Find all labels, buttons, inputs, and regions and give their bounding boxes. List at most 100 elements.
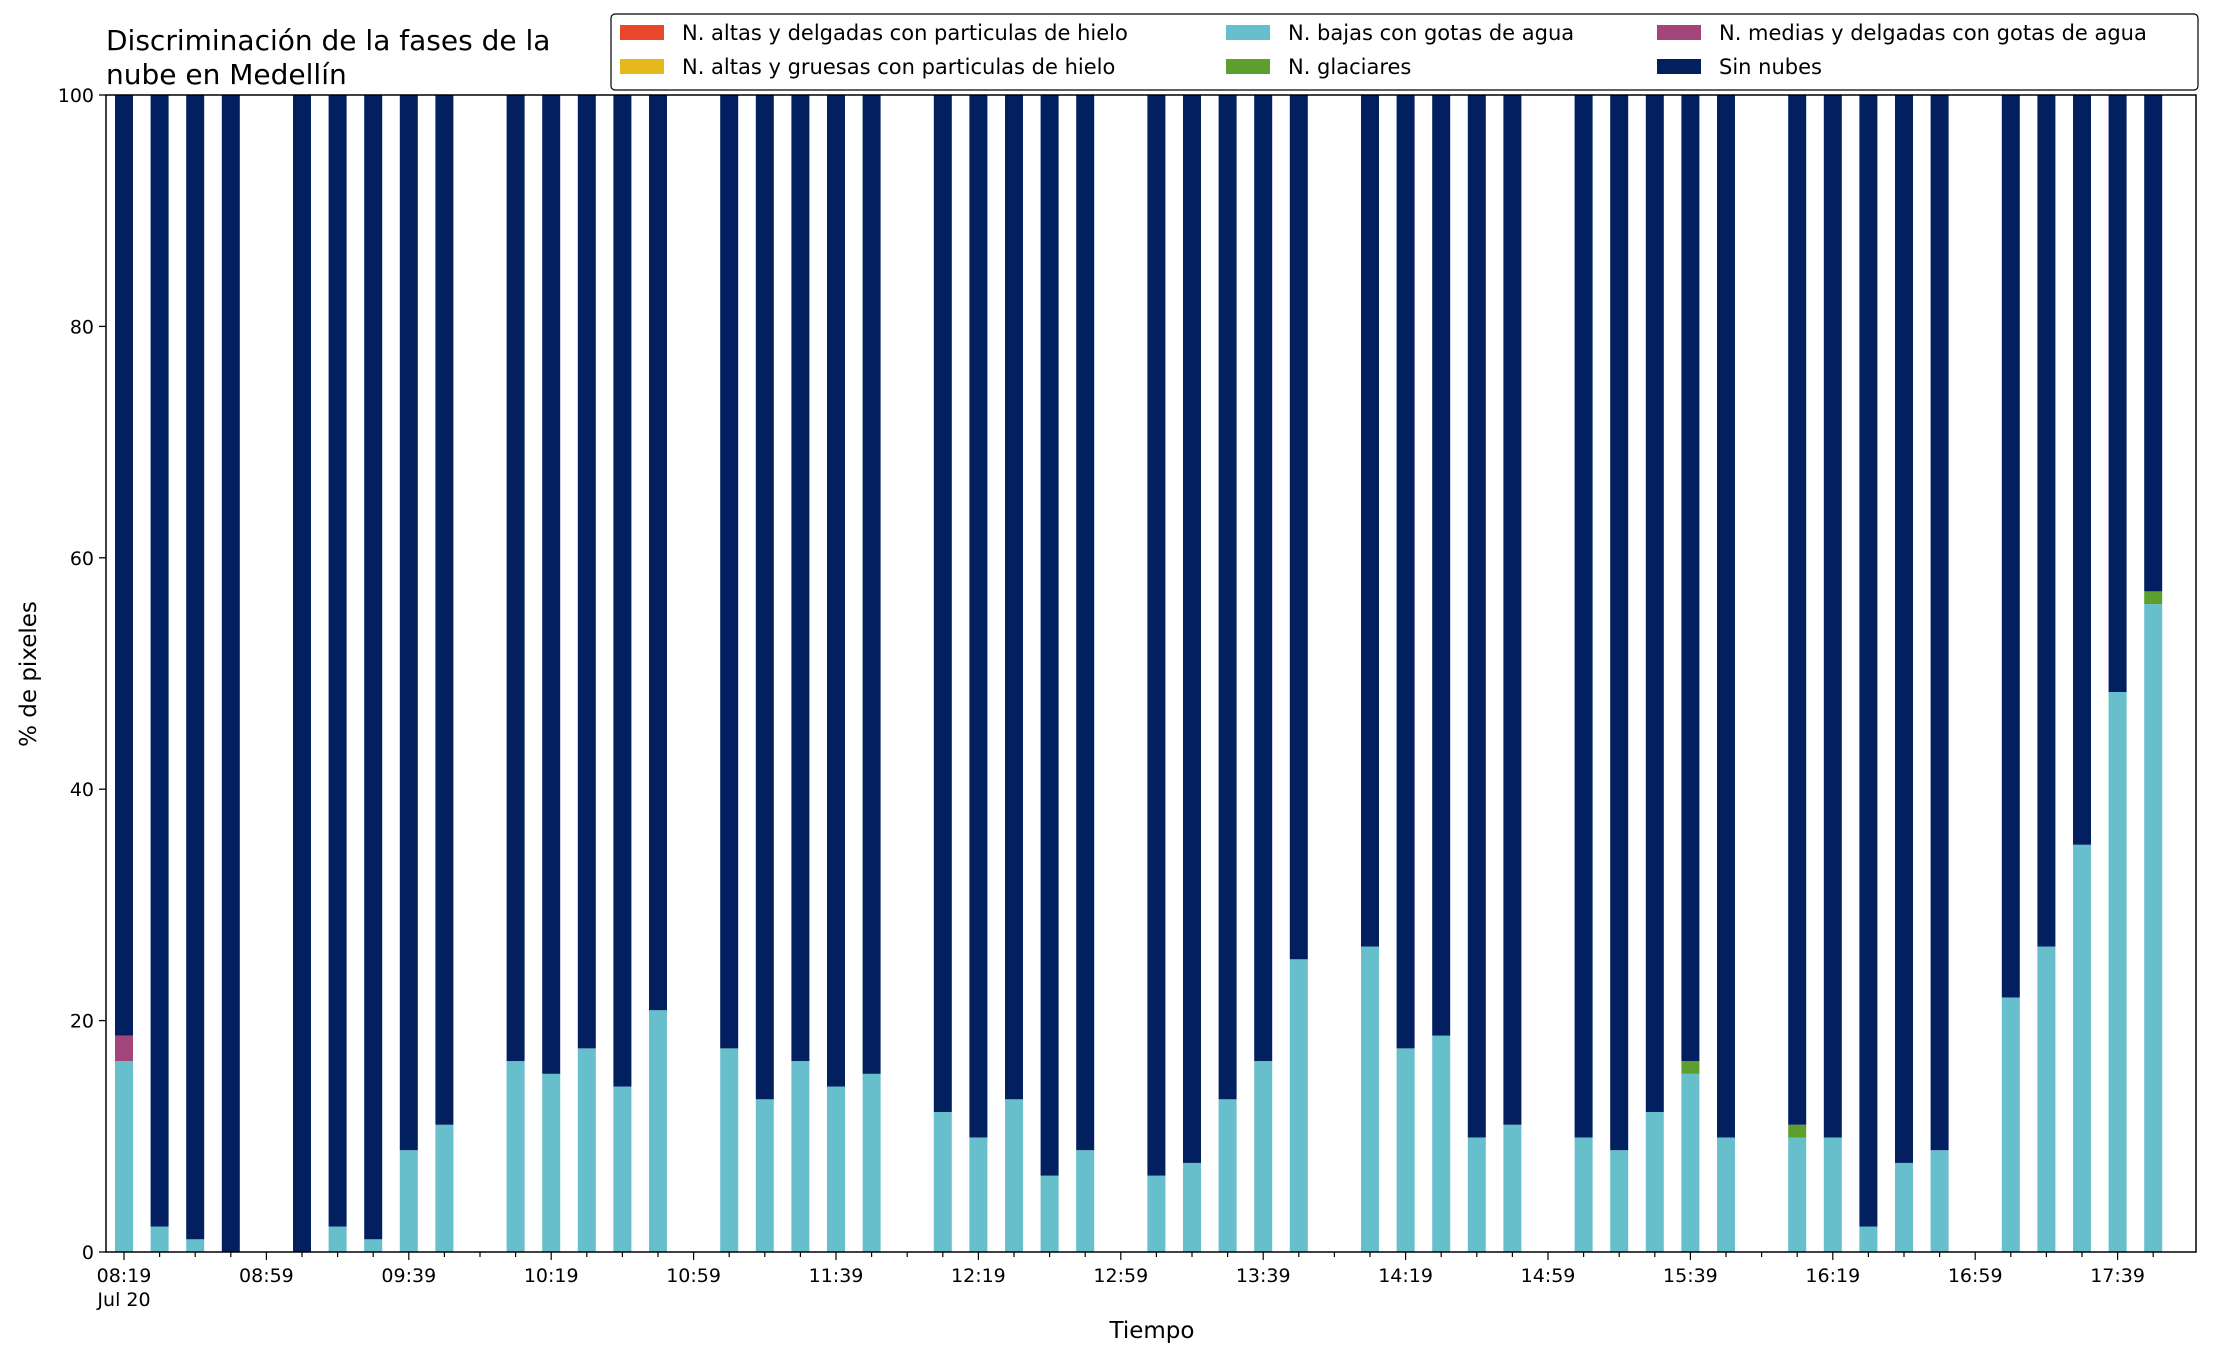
x-tick-label: 12:59 xyxy=(1093,1265,1148,1287)
bar-segment xyxy=(1467,1137,1486,1252)
bar-segment xyxy=(364,95,383,1240)
legend: N. altas y delgadas con particulas de hi… xyxy=(610,13,2199,91)
bar-segment xyxy=(577,95,596,1049)
bar-segment xyxy=(2073,844,2091,1252)
bar-segment xyxy=(1076,1150,1095,1252)
bar-segment xyxy=(221,95,240,1252)
bar-segment xyxy=(613,95,632,1087)
bar-segment xyxy=(115,95,133,1036)
x-tick-label: 08:19 xyxy=(97,1265,152,1287)
x-tick-label: 11:39 xyxy=(809,1265,864,1287)
bar-segment xyxy=(2001,997,2020,1252)
x-tick-label: 14:59 xyxy=(1521,1265,1576,1287)
legend-swatch xyxy=(620,59,664,74)
bar-segment xyxy=(1930,95,1949,1151)
bar-segment xyxy=(542,1073,561,1252)
bar-segment xyxy=(862,1073,881,1252)
bar-segment xyxy=(2108,95,2127,693)
bar-segment xyxy=(1645,95,1664,1112)
bar-segment xyxy=(1859,95,1878,1227)
bar-segment xyxy=(1895,1162,1913,1252)
bar-segment xyxy=(328,1226,347,1252)
legend-label: N. altas y delgadas con particulas de hi… xyxy=(682,21,1128,45)
y-axis-label: % de pixeles xyxy=(16,601,42,747)
y-tick-label: 100 xyxy=(58,85,94,107)
bar-segment xyxy=(791,95,810,1062)
x-tick-label: 12:19 xyxy=(951,1265,1006,1287)
bar-segment xyxy=(2037,946,2056,1252)
bar-segment xyxy=(969,95,988,1138)
bar-segment xyxy=(186,95,205,1240)
bar-segment xyxy=(933,1112,952,1252)
bar-segment xyxy=(1681,1061,1700,1074)
y-tick-label: 80 xyxy=(70,316,94,338)
bar-segment xyxy=(1254,95,1273,1062)
bar-segment xyxy=(720,1048,739,1252)
legend-box xyxy=(610,13,2199,91)
legend-label: N. glaciares xyxy=(1288,55,1411,79)
legend-label: N. bajas con gotas de agua xyxy=(1288,21,1574,45)
bar-segment xyxy=(1040,1175,1059,1252)
bar-segment xyxy=(1040,95,1059,1176)
bar-segment xyxy=(827,95,845,1087)
bar-segment xyxy=(399,1150,418,1252)
bar-segment xyxy=(1289,95,1308,960)
bar-segment xyxy=(791,1061,810,1252)
x-tick-label: 10:19 xyxy=(524,1265,579,1287)
bar-segment xyxy=(1788,1124,1807,1138)
bar-segment xyxy=(1895,95,1913,1163)
bar-segment xyxy=(150,1226,169,1252)
y-tick-label: 40 xyxy=(70,779,94,801)
legend-label: N. altas y gruesas con particulas de hie… xyxy=(682,55,1115,79)
bar-segment xyxy=(1254,1061,1273,1252)
bar-segment xyxy=(613,1086,632,1252)
bar-segment xyxy=(1610,1150,1629,1252)
bar-segment xyxy=(933,95,952,1112)
bar-segment xyxy=(2037,95,2056,947)
bar-segment xyxy=(1645,1112,1664,1252)
x-tick-label: 08:59 xyxy=(239,1265,294,1287)
bar-segment xyxy=(862,95,881,1074)
legend-label: N. medias y delgadas con gotas de agua xyxy=(1719,21,2147,45)
bar-segment xyxy=(1218,1099,1237,1252)
bar-segment xyxy=(1788,95,1807,1125)
bar-segment xyxy=(1859,1226,1878,1252)
x-tick-label: 17:39 xyxy=(2090,1265,2145,1287)
bar-segment xyxy=(1361,95,1379,947)
bar-segment xyxy=(1183,95,1201,1163)
x-tick-label: 16:59 xyxy=(1948,1265,2003,1287)
bar-segment xyxy=(1823,1137,1842,1252)
bar-segment xyxy=(115,1061,133,1252)
bar-segment xyxy=(542,95,561,1074)
legend-swatch xyxy=(1226,59,1270,74)
bar-segment xyxy=(2108,692,2127,1252)
bar-segment xyxy=(506,1061,525,1252)
legend-swatch xyxy=(1226,25,1270,40)
y-tick-label: 0 xyxy=(82,1242,94,1264)
bar-segment xyxy=(1574,95,1593,1138)
bar-segment xyxy=(2144,591,2163,605)
y-tick-label: 60 xyxy=(70,548,94,570)
bar-segment xyxy=(364,1239,383,1252)
bar-segment xyxy=(1218,95,1237,1100)
plot-frame xyxy=(105,94,2197,1253)
legend-swatch xyxy=(1657,59,1701,74)
bar-segment xyxy=(1930,1150,1949,1252)
bar-segment xyxy=(399,95,418,1151)
bar-segment xyxy=(1788,1137,1807,1252)
x-tick-label: 09:39 xyxy=(381,1265,436,1287)
bar-segment xyxy=(1076,95,1095,1151)
chart-title-line-2: nube en Medellín xyxy=(106,58,347,91)
bar-segment xyxy=(1183,1162,1201,1252)
bar-segment xyxy=(720,95,739,1049)
bar-segment xyxy=(1717,95,1735,1138)
bar-segment xyxy=(1681,95,1700,1062)
bar-segment xyxy=(827,1086,845,1252)
bar-segment xyxy=(435,95,454,1125)
bar-segment xyxy=(1432,95,1451,1036)
bar-segment xyxy=(2144,95,2163,592)
bar-segment xyxy=(969,1137,988,1252)
x-tick-label: 10:59 xyxy=(666,1265,721,1287)
bar-segment xyxy=(1432,1035,1451,1252)
